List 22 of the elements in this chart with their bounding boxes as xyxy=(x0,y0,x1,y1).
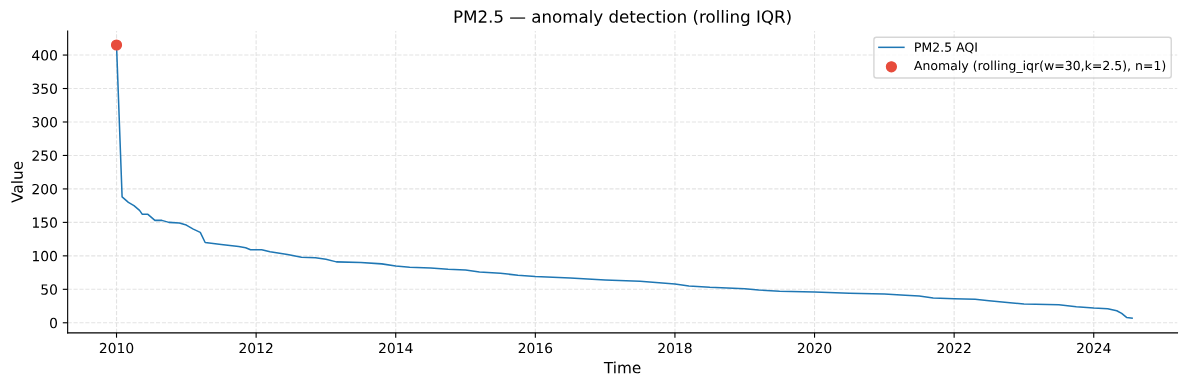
chart-title: PM2.5 — anomaly detection (rolling IQR) xyxy=(454,9,791,27)
y-tick-label: 350 xyxy=(32,83,58,94)
x-axis-title: Time xyxy=(603,361,641,374)
y-tick-label: 100 xyxy=(32,250,58,262)
y-tick-label: 0 xyxy=(50,317,58,329)
y-tick-label: 150 xyxy=(32,217,58,228)
x-tick-label: 2012 xyxy=(239,342,273,354)
x-tick-label: 2016 xyxy=(518,342,553,354)
y-tick-label: 250 xyxy=(32,150,58,161)
y-tick-label: 50 xyxy=(41,284,58,295)
x-tick-label: 2018 xyxy=(658,342,692,354)
legend-label: PM2.5 AQI xyxy=(915,42,977,54)
x-tick-label: 2022 xyxy=(937,342,971,354)
legend-label: Anomaly (rolling_iqr(w=30,k=2.5), n=1) xyxy=(914,60,1166,73)
y-tick-label: 200 xyxy=(32,183,58,195)
x-tick-label: 2024 xyxy=(1077,342,1111,354)
y-axis-title: Value xyxy=(11,161,23,203)
x-tick-label: 2020 xyxy=(797,342,832,354)
x-tick-label: 2010 xyxy=(99,342,134,354)
x-tick-label: 2014 xyxy=(379,342,413,354)
y-tick-label: 400 xyxy=(32,50,58,61)
y-tick-label: 300 xyxy=(32,116,58,128)
